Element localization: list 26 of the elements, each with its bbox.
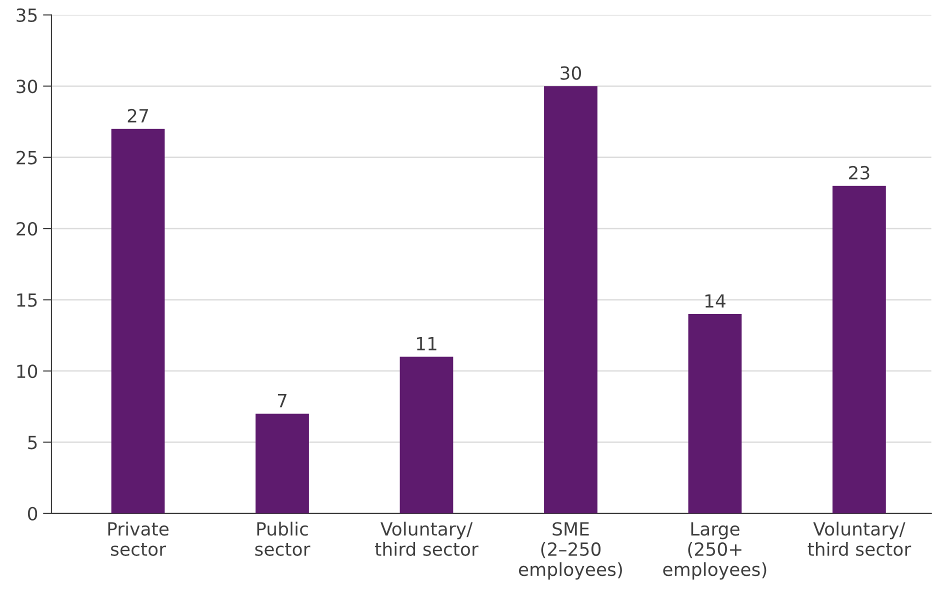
data-label: 30 <box>560 66 582 80</box>
x-tick-label: Private sector <box>108 522 169 556</box>
data-label: 27 <box>128 108 148 122</box>
y-tick-label: 35 <box>16 8 37 22</box>
data-label: 23 <box>849 166 870 180</box>
x-tick-label: Large (250+ employees) <box>663 522 766 580</box>
x-tick-label: Voluntary/ third sector <box>808 522 912 556</box>
bar <box>544 86 598 514</box>
data-label: 7 <box>278 394 286 408</box>
bar <box>832 186 886 514</box>
x-tick-label: SME (2–250 employees) <box>518 522 622 580</box>
y-tick-label: 15 <box>17 293 37 307</box>
bar <box>400 356 454 514</box>
data-label: 11 <box>416 337 436 350</box>
bar <box>256 414 309 514</box>
y-tick-label: 25 <box>16 150 37 164</box>
y-tick-label: 30 <box>16 80 38 94</box>
y-tick-label: 20 <box>16 222 38 236</box>
x-tick-label: Voluntary/ third sector <box>375 522 478 556</box>
y-tick-label: 0 <box>28 506 38 521</box>
data-label: 14 <box>705 294 726 308</box>
y-tick-label: 10 <box>17 364 38 378</box>
y-tick-label: 5 <box>28 436 37 450</box>
x-tick-label: Public sector <box>255 522 310 556</box>
bar <box>111 128 165 514</box>
bar <box>688 314 742 514</box>
